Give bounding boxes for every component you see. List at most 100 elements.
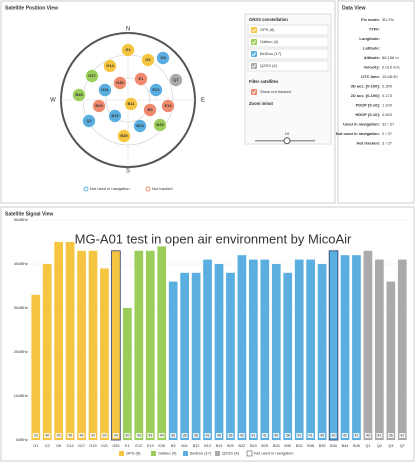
- constellation-checkbox[interactable]: [251, 39, 257, 45]
- bar[interactable]: [111, 250, 121, 441]
- value-label: 41: [309, 433, 313, 437]
- satellite: [143, 103, 157, 117]
- filter-checkbox[interactable]: [251, 89, 257, 95]
- y-tick-label: 50dBHz: [14, 217, 28, 222]
- bar[interactable]: [100, 268, 109, 440]
- value-label: 30: [125, 433, 129, 437]
- constellation-checkbox[interactable]: [251, 63, 257, 69]
- bar[interactable]: [191, 272, 201, 440]
- value-label: 43: [114, 433, 118, 437]
- value-label: 36: [171, 433, 175, 437]
- controls-heading: Zoom in/out: [249, 101, 274, 106]
- legend-swatch: [119, 451, 124, 456]
- check-mark: [251, 28, 257, 33]
- bar[interactable]: [157, 246, 167, 440]
- zoom-thumb[interactable]: [283, 137, 291, 145]
- x-tick-label: G1: [33, 444, 38, 448]
- constellation-row[interactable]: [247, 48, 329, 60]
- bar[interactable]: [123, 308, 132, 440]
- data-value: 2 / 37: [382, 131, 393, 136]
- bar[interactable]: [283, 272, 293, 440]
- satellite: [134, 72, 148, 86]
- x-tick-label: B39: [319, 444, 326, 448]
- bar[interactable]: [180, 272, 189, 440]
- bar[interactable]: [317, 264, 327, 440]
- satellite-label: G17: [88, 73, 96, 78]
- satellite-label: B11: [127, 101, 135, 106]
- bar[interactable]: [42, 264, 52, 440]
- bar[interactable]: [237, 255, 247, 440]
- data-value: 86.158 m: [382, 55, 399, 60]
- satellite: [124, 97, 138, 111]
- bar[interactable]: [260, 259, 270, 440]
- x-tick-label: G17: [78, 444, 85, 448]
- value-label-box: [67, 433, 74, 438]
- data-panel: [337, 0, 415, 204]
- x-tick-label: B30: [284, 444, 291, 448]
- bar[interactable]: [168, 281, 178, 440]
- bar[interactable]: [306, 259, 315, 440]
- panel-title: Data View: [342, 5, 366, 11]
- bar[interactable]: [363, 250, 373, 440]
- bar[interactable]: [65, 242, 75, 440]
- x-tick-label: B22: [239, 444, 246, 448]
- satellite-label: B45: [75, 92, 83, 97]
- satellite-label: Q2: [86, 118, 92, 123]
- satellite: [153, 118, 167, 132]
- x-tick-label: Q3: [388, 444, 393, 448]
- value-label: 39: [103, 433, 107, 437]
- data-value: 0.300: [382, 84, 393, 89]
- x-tick-label: B32: [296, 444, 303, 448]
- bar[interactable]: [54, 242, 63, 440]
- satellite-label: B30: [120, 133, 128, 138]
- constellation-row[interactable]: [247, 60, 329, 72]
- satellite: [149, 83, 163, 97]
- bar[interactable]: [340, 255, 350, 440]
- bar[interactable]: [88, 250, 98, 440]
- constellation-checkbox[interactable]: [251, 27, 257, 33]
- value-label-box: [101, 433, 108, 438]
- value-label-box: [387, 433, 394, 438]
- value-label: 41: [263, 433, 267, 437]
- legend-marker: [145, 186, 151, 192]
- bar[interactable]: [226, 272, 235, 440]
- bar[interactable]: [31, 294, 41, 440]
- data-value: 15:48:30: [382, 74, 398, 79]
- value-label-box: [44, 433, 51, 438]
- bar[interactable]: [375, 259, 384, 440]
- bar[interactable]: [134, 250, 144, 440]
- constellation-row[interactable]: [247, 24, 329, 36]
- value-label: 43: [91, 433, 95, 437]
- x-tick-label: E12: [135, 444, 142, 448]
- value-label-box: [90, 433, 96, 438]
- value-label: 41: [251, 433, 255, 437]
- satellite-label: G2: [145, 57, 151, 62]
- bar[interactable]: [294, 259, 304, 440]
- value-label-box: [124, 433, 131, 438]
- constellation-row[interactable]: [247, 36, 329, 48]
- value-label-box: [238, 433, 245, 438]
- x-tick-label: Q2: [377, 444, 382, 448]
- satellite-label: B19: [111, 113, 119, 118]
- data-label: 3D acc. [0-100]:: [351, 84, 380, 89]
- x-tick-label: G19: [89, 444, 96, 448]
- bar[interactable]: [249, 259, 258, 440]
- data-label: Fix mode:: [361, 17, 380, 22]
- satellite: [82, 114, 96, 128]
- bar[interactable]: [145, 250, 155, 440]
- x-tick-label: B45: [353, 444, 360, 448]
- satellite: [141, 53, 155, 67]
- value-label-box: [158, 433, 165, 438]
- bar[interactable]: [214, 264, 224, 440]
- value-label-box: [342, 433, 348, 438]
- bar[interactable]: [203, 259, 212, 440]
- bar[interactable]: [352, 255, 361, 440]
- data-label: UTC time:: [361, 74, 380, 79]
- bar[interactable]: [77, 250, 86, 440]
- constellation-name: QZSS (4): [260, 63, 278, 68]
- bar[interactable]: [328, 250, 339, 441]
- bar[interactable]: [386, 281, 396, 440]
- constellation-checkbox[interactable]: [251, 51, 257, 57]
- bar[interactable]: [271, 264, 281, 440]
- bar[interactable]: [397, 259, 407, 440]
